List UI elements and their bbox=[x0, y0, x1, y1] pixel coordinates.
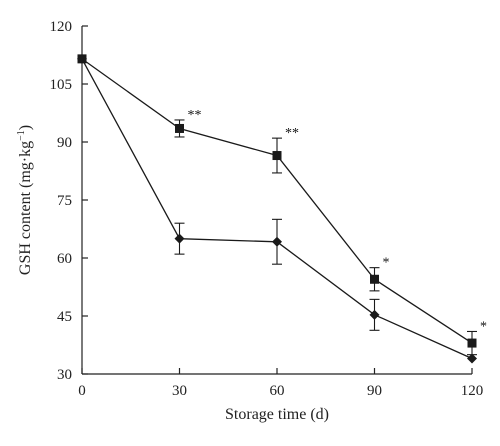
series-line bbox=[81, 58, 473, 360]
x-tick-label: 120 bbox=[461, 383, 484, 399]
series-2 bbox=[77, 53, 477, 364]
y-tick-label: 120 bbox=[50, 19, 73, 35]
series-layer: ****** bbox=[77, 53, 487, 364]
data-point-diamond bbox=[467, 353, 477, 364]
x-tick-label: 60 bbox=[270, 383, 285, 399]
y-tick-label: 30 bbox=[57, 367, 72, 383]
x-axis-title: Storage time (d) bbox=[225, 406, 329, 423]
data-point-square bbox=[175, 123, 184, 133]
data-point-square bbox=[467, 338, 477, 348]
y-tick-label: 60 bbox=[57, 251, 72, 267]
y-axis-ticks: 30 45 60 75 90 105 120 bbox=[50, 19, 88, 383]
y-tick-label: 105 bbox=[50, 77, 73, 93]
significance-label: * bbox=[383, 256, 390, 271]
y-tick-label: 45 bbox=[57, 309, 72, 325]
significance-label: ** bbox=[285, 126, 299, 141]
y-axis-title-close: ) bbox=[17, 125, 34, 130]
x-tick-label: 90 bbox=[367, 383, 382, 399]
data-point-diamond bbox=[369, 309, 380, 320]
x-tick-label: 0 bbox=[78, 383, 86, 399]
y-tick-label: 90 bbox=[57, 135, 72, 151]
y-axis-title: GSH content (mg·kg−1) bbox=[16, 125, 34, 275]
significance-label: ** bbox=[188, 108, 202, 123]
significance-label: * bbox=[480, 319, 487, 334]
series-line bbox=[81, 58, 473, 344]
y-tick-label: 75 bbox=[57, 193, 72, 209]
y-axis-title-sup: −1 bbox=[16, 130, 27, 141]
x-tick-label: 30 bbox=[172, 383, 187, 399]
data-point-diamond bbox=[77, 53, 87, 64]
x-axis-ticks: 0 30 60 90 120 bbox=[78, 368, 483, 399]
data-point-diamond bbox=[174, 233, 185, 244]
data-point-square bbox=[370, 274, 379, 284]
series-1: ****** bbox=[77, 54, 487, 356]
data-point-diamond bbox=[272, 236, 282, 247]
y-axis-title-main: GSH content (mg·kg bbox=[17, 141, 34, 275]
data-point-square bbox=[272, 151, 282, 161]
